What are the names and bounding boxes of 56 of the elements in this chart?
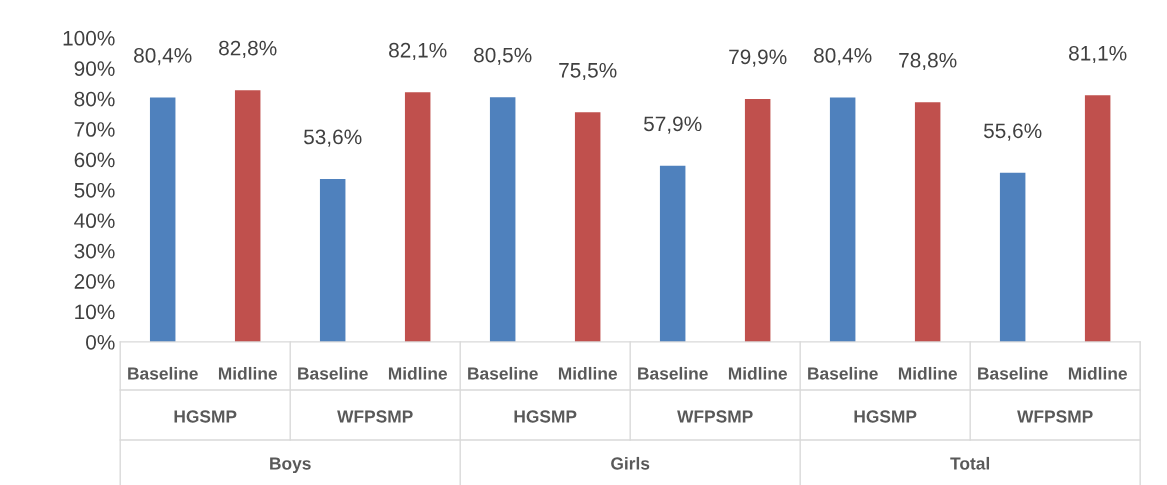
x-tick-label: Baseline [128,366,198,380]
data-label: 55,6% [983,123,1042,141]
text: WFPSMP [677,410,753,423]
bar [914,102,941,342]
x-tick-label: Baseline [808,366,878,380]
x-tick-label: Midline [728,366,787,380]
text: WFPSMP [1017,410,1093,423]
bar [404,92,431,342]
text: HGSMP [174,410,237,423]
x-tick-label: Midline [388,366,447,380]
x-tick-label: Midline [558,366,617,380]
bar [744,98,771,342]
y-tick-label: 50% [74,182,115,198]
text: HGSMP [514,410,577,423]
data-label: 53,6% [303,129,362,147]
data-label: 80,5% [474,47,532,65]
y-tick-label: 10% [75,304,115,320]
y-tick-label: 60% [74,152,115,168]
bar [319,178,346,342]
y-tick-label: 40% [74,213,115,229]
bar [149,97,176,342]
y-tick-label: 20% [74,274,115,289]
x-tick-label: Baseline [978,366,1048,380]
text: Total [950,456,990,470]
x-tick-label: Midline [1068,366,1127,380]
bar [1084,95,1111,342]
bar [829,97,856,342]
data-label: 79,9% [729,49,787,67]
y-tick-label: 0% [86,334,115,350]
y-tick-label: 100% [63,30,115,46]
text: Boys [270,457,311,474]
x-tick-label: Baseline [468,366,538,380]
data-label: 82,8% [219,40,277,58]
text: Girls [611,456,650,470]
bar [489,97,516,342]
data-label: 81,1% [1069,45,1127,64]
data-label: 80,4% [814,48,872,66]
x-tick-label: Midline [898,366,957,380]
bar [999,172,1026,342]
bar [234,90,261,342]
data-label: 80,4% [134,48,192,66]
data-label: 82,1% [389,42,447,61]
bar [574,112,601,342]
x-tick-label: Baseline [638,366,708,380]
x-tick-label: Midline [218,366,277,380]
y-tick-label: 80% [74,91,115,107]
y-tick-label: 90% [74,61,115,76]
text: HGSMP [854,410,917,423]
data-label: 78,8% [899,52,957,71]
bar [659,165,686,342]
y-tick-label: 70% [74,122,115,137]
data-label: 75,5% [559,63,617,81]
text: WFPSMP [337,410,413,423]
data-label: 57,9% [643,116,702,134]
y-tick-label: 30% [74,243,115,259]
x-tick-label: Baseline [298,366,368,380]
